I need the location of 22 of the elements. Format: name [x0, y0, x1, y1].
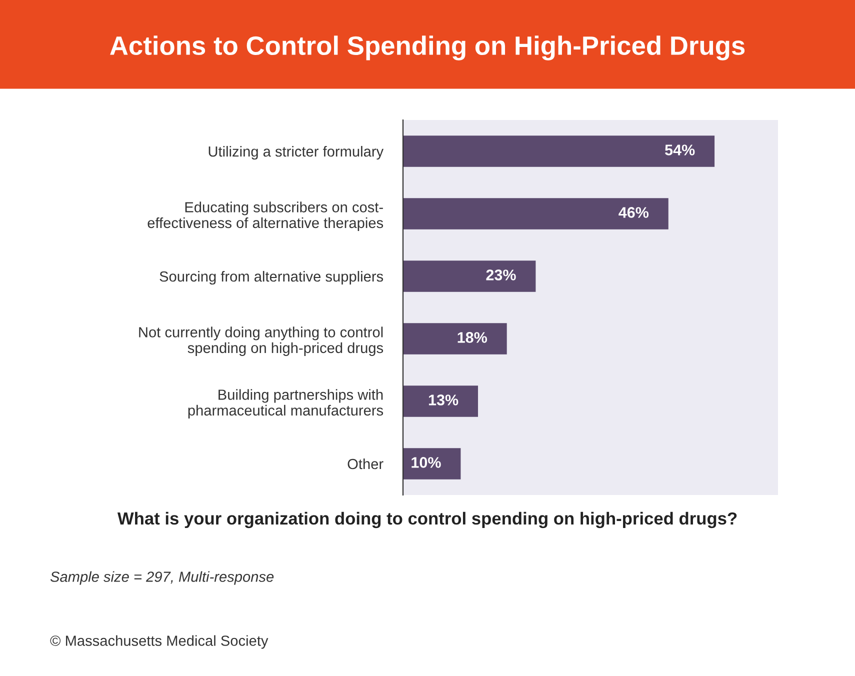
text: © Massachusetts Medical Society — [50, 635, 268, 649]
bar — [403, 386, 478, 417]
y-tick-label: Building partnerships with pharmaceutical manufacturers — [188, 389, 384, 418]
y-tick-label: Other — [348, 458, 384, 470]
data-label: 23% — [486, 270, 516, 280]
data-label: 10% — [412, 457, 441, 468]
y-tick-label: Sourcing from alternative suppliers — [160, 270, 384, 285]
data-label: 13% — [428, 394, 458, 406]
bar — [403, 448, 461, 480]
chart-title: Actions to Control Spending on High-Priced Drugs — [110, 36, 745, 60]
bar — [403, 198, 668, 230]
x-axis-title: What is your organization doing to control spending on high-priced drugs? — [117, 512, 737, 528]
data-label: 18% — [458, 332, 488, 343]
bar — [403, 323, 507, 354]
y-tick-label: Utilizing a stricter formulary — [208, 146, 384, 160]
data-label: 54% — [665, 144, 695, 156]
bar — [403, 260, 536, 292]
text: Sample size = 297, Multi-response — [50, 571, 274, 585]
y-tick-label: Educating subscribers on cost- effectiveness of alternative therapies — [148, 202, 384, 231]
data-label: 46% — [618, 207, 649, 218]
y-tick-label: Not currently doing anything to control spending on high-priced drugs — [139, 326, 384, 356]
bar — [403, 136, 715, 167]
